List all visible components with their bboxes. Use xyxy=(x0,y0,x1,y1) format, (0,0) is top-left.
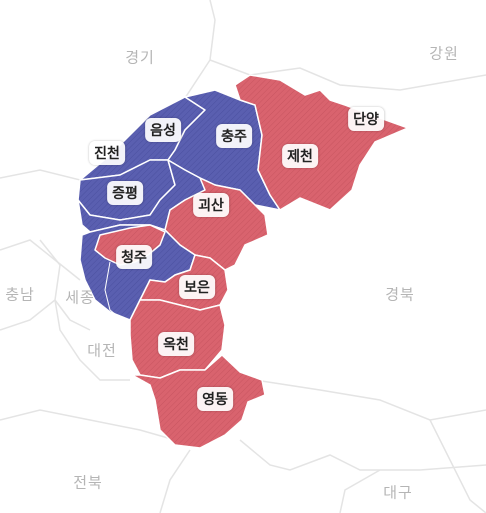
region-label-boeun[interactable]: 보은 xyxy=(179,275,215,299)
region-label-danyang[interactable]: 단양 xyxy=(348,107,384,131)
neighbor-label-chungnam: 충남 xyxy=(5,285,35,304)
region-label-okcheon[interactable]: 옥천 xyxy=(158,332,194,356)
region-label-goesan[interactable]: 괴산 xyxy=(193,193,229,217)
region-label-cheongju[interactable]: 청주 xyxy=(116,245,152,269)
region-label-jeungpyeong[interactable]: 증평 xyxy=(107,181,143,205)
neighbor-label-daejeon: 대전 xyxy=(87,341,117,360)
neighbor-label-daegu: 대구 xyxy=(383,483,413,502)
neighbor-label-gangwon: 강원 xyxy=(429,44,459,63)
neighbor-label-jeonbuk: 전북 xyxy=(73,473,103,492)
region-label-eumseong[interactable]: 음성 xyxy=(145,118,181,142)
neighbor-label-gyeongbuk: 경북 xyxy=(385,285,415,304)
region-label-yeongdong[interactable]: 영동 xyxy=(197,387,233,411)
region-label-chungju[interactable]: 충주 xyxy=(216,124,252,148)
region-jecheon[interactable] xyxy=(234,74,409,211)
inner-boundaries xyxy=(104,261,121,319)
neighbor-label-gyeonggi: 경기 xyxy=(125,48,155,67)
region-label-jincheon[interactable]: 진천 xyxy=(89,141,125,165)
neighbor-label-sejong: 세종 xyxy=(65,288,95,307)
region-label-jecheon[interactable]: 제천 xyxy=(282,144,318,168)
